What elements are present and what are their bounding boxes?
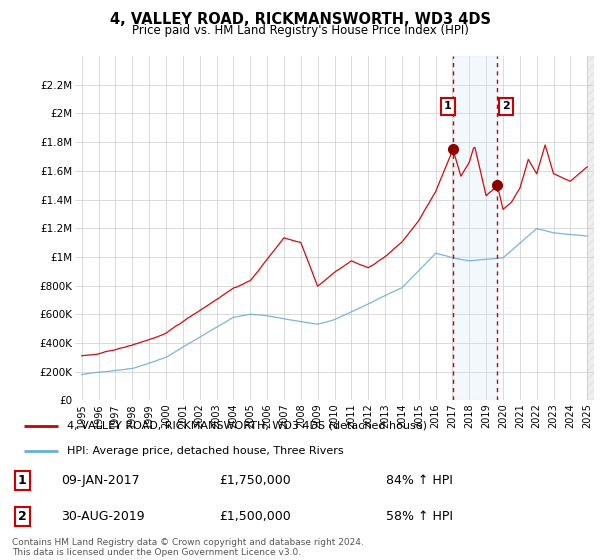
Text: 58% ↑ HPI: 58% ↑ HPI (386, 510, 454, 523)
Text: 1: 1 (444, 101, 452, 111)
Bar (453, 56, 497, 400)
Text: £1,750,000: £1,750,000 (220, 474, 291, 487)
Text: 2: 2 (502, 101, 510, 111)
Text: 4, VALLEY ROAD, RICKMANSWORTH, WD3 4DS: 4, VALLEY ROAD, RICKMANSWORTH, WD3 4DS (110, 12, 491, 27)
Text: £1,500,000: £1,500,000 (220, 510, 291, 523)
Text: 4, VALLEY ROAD, RICKMANSWORTH, WD3 4DS (detached house): 4, VALLEY ROAD, RICKMANSWORTH, WD3 4DS (… (67, 421, 427, 431)
Bar (587, 56, 594, 400)
Text: 1: 1 (18, 474, 27, 487)
Text: Contains HM Land Registry data © Crown copyright and database right 2024.
This d: Contains HM Land Registry data © Crown c… (12, 538, 364, 557)
Text: Price paid vs. HM Land Registry's House Price Index (HPI): Price paid vs. HM Land Registry's House … (131, 24, 469, 36)
Text: HPI: Average price, detached house, Three Rivers: HPI: Average price, detached house, Thre… (67, 446, 343, 456)
Text: 30-AUG-2019: 30-AUG-2019 (61, 510, 145, 523)
Text: 09-JAN-2017: 09-JAN-2017 (61, 474, 140, 487)
Text: 2: 2 (18, 510, 27, 523)
Text: 84% ↑ HPI: 84% ↑ HPI (386, 474, 453, 487)
